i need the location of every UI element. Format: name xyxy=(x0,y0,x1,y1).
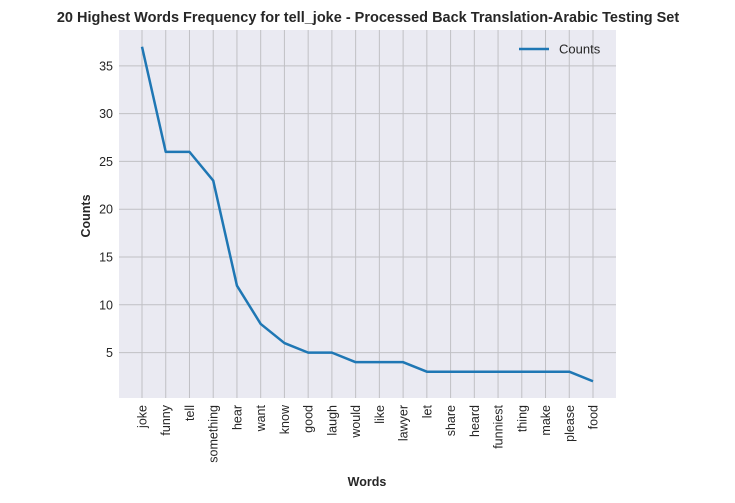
grid xyxy=(119,30,616,398)
x-tick-label: would xyxy=(349,405,363,439)
x-tick-label: let xyxy=(420,404,434,418)
x-tick-label: tell xyxy=(183,405,197,421)
x-tick-label: please xyxy=(563,405,577,442)
x-tick-label: heard xyxy=(468,405,482,437)
x-tick-label: laugh xyxy=(325,405,339,436)
y-tick-label: 10 xyxy=(99,298,113,312)
y-axis-label: Counts xyxy=(79,194,93,237)
y-tick-label: 5 xyxy=(106,346,113,360)
x-tick-label: make xyxy=(539,405,553,436)
y-tick-label: 15 xyxy=(99,251,113,265)
y-tick-label: 20 xyxy=(99,203,113,217)
x-tick-label: funniest xyxy=(492,404,506,448)
x-tick-label: know xyxy=(278,404,292,434)
y-tick-labels: 5 10 15 20 25 30 35 xyxy=(99,59,113,360)
x-tick-label: like xyxy=(373,405,387,424)
y-tick-label: 25 xyxy=(99,155,113,169)
x-tick-label: good xyxy=(302,405,316,433)
x-tick-label: joke xyxy=(136,405,150,429)
x-tick-label: want xyxy=(254,404,268,432)
chart-title: 20 Highest Words Frequency for tell_joke… xyxy=(57,10,680,26)
series-line-counts xyxy=(140,46,594,383)
y-tick-label: 30 xyxy=(99,107,113,121)
y-tick-label: 35 xyxy=(99,59,113,73)
legend: Counts xyxy=(519,42,601,57)
x-tick-label: something xyxy=(207,405,221,463)
x-tick-label: hear xyxy=(230,405,244,430)
x-tick-label: funny xyxy=(159,404,173,435)
legend-label-counts: Counts xyxy=(559,42,601,57)
series-layer xyxy=(140,46,594,383)
x-axis-label: Words xyxy=(348,475,387,489)
x-tick-label: lawyer xyxy=(397,405,411,441)
plot-area xyxy=(119,30,616,398)
x-tick-label: share xyxy=(444,405,458,436)
x-tick-label: food xyxy=(587,405,601,429)
x-tick-labels: joke funny tell something hear want know good la… xyxy=(136,404,601,463)
x-tick-label: thing xyxy=(515,405,529,432)
